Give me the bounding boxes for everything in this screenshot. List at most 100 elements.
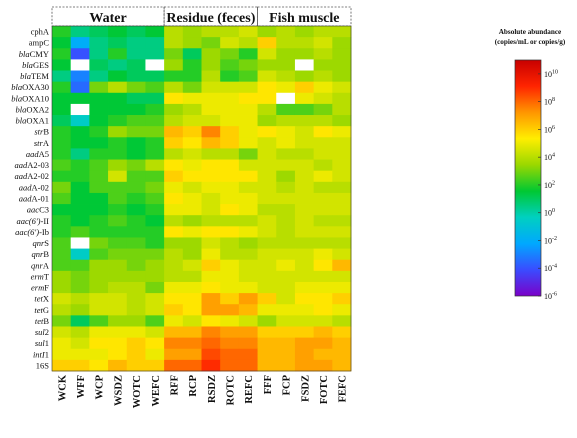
heatmap-cell (220, 337, 240, 350)
heatmap-cell (332, 92, 352, 105)
heatmap-cell (332, 204, 352, 216)
row-label-aac-6-ii: aac(6')-II (16, 216, 49, 226)
heatmap-cell (332, 181, 352, 194)
row-label-suffix: OXA1 (26, 116, 49, 126)
heatmap-cell (164, 181, 184, 194)
row-label-blaoxa1: blaOXA1 (15, 116, 49, 126)
heatmap-cell (164, 70, 184, 83)
row-label-blaoxa30: blaOXA30 (11, 82, 49, 92)
heatmap-cell (238, 315, 258, 327)
heatmap-cell (238, 37, 258, 49)
heatmap-cell (238, 359, 258, 372)
row-label-suffix: GES (33, 60, 49, 70)
heatmap-cell (313, 103, 333, 116)
heatmap-cell (238, 81, 258, 94)
heatmap-cell (145, 315, 165, 327)
heatmap-cell (238, 115, 258, 127)
row-label-prefix: qnr (32, 238, 45, 248)
heatmap-cell (313, 315, 333, 327)
column-labels: WCK WFF WCP WSDZ WOTC WEFC RFF RCP RSDZ ROTC REFC F… (57, 374, 348, 408)
colorbar-gradient (514, 59, 542, 297)
colorbar-tick-label: 102 (544, 180, 555, 190)
heatmap-cell (257, 326, 277, 339)
heatmap-cell (164, 48, 184, 60)
heatmap-cell (257, 48, 277, 60)
heatmap-cell (276, 293, 296, 305)
heatmap-cell (145, 326, 165, 339)
heatmap-cell (52, 315, 72, 327)
heatmap-cell (276, 215, 296, 227)
heatmap-cell (108, 92, 128, 105)
heatmap-cell (332, 103, 352, 116)
heatmap-cell (201, 270, 221, 283)
heatmap-cell (220, 37, 240, 49)
heatmap-cell (238, 126, 258, 138)
row-label-cpha: cphA (31, 27, 50, 37)
row-label-suffix: B (43, 249, 49, 259)
heatmap-cell (89, 181, 109, 194)
heatmap-cell (313, 59, 333, 71)
heatmap-cell (238, 281, 258, 294)
heatmap-cell (52, 215, 72, 227)
heatmap-cell (182, 126, 202, 138)
heatmap-cell (276, 115, 296, 127)
heatmap-cell (238, 170, 258, 183)
heatmap-cell (164, 204, 184, 216)
heatmap-cell (182, 237, 202, 249)
colorbar-tick-label: 10-2 (544, 236, 557, 246)
heatmap-cell (145, 248, 165, 261)
row-label-16s: 16S (36, 360, 50, 370)
heatmap-cell (126, 170, 146, 183)
heatmap-cell (89, 81, 109, 94)
heatmap-cell (313, 226, 333, 238)
heatmap-cell (257, 181, 277, 194)
heatmap-cell (126, 70, 146, 83)
heatmap-cell (201, 192, 221, 205)
heatmap-cell (164, 92, 184, 105)
heatmap-cell (220, 159, 240, 172)
heatmap-cell (126, 126, 146, 138)
heatmap-cell (108, 37, 128, 49)
heatmap-cell (70, 81, 90, 94)
heatmap-cell (89, 326, 109, 339)
heatmap-cell (52, 337, 72, 350)
heatmap-cell (126, 192, 146, 205)
heatmap-cell (182, 348, 202, 361)
colorbar-tick-exponent: 8 (552, 97, 555, 103)
heatmap-cell (126, 148, 146, 160)
heatmap-cell (201, 359, 221, 372)
row-label-suffix: CMY (30, 49, 49, 59)
heatmap-cell (182, 204, 202, 216)
heatmap-cell (257, 137, 277, 149)
heatmap-cell (332, 170, 352, 183)
heatmap-cell (70, 226, 90, 238)
colorbar-tick-label: 104 (544, 153, 555, 163)
heatmap-cell (108, 293, 128, 305)
heatmap-cell (70, 137, 90, 149)
column-label-refc: REFC (244, 375, 255, 404)
heatmap-cell (332, 293, 352, 305)
heatmap-cell (108, 270, 128, 283)
heatmap-cell (126, 326, 146, 339)
heatmap-cell (201, 215, 221, 227)
heatmap-cell (52, 70, 72, 83)
colorbar-tick-base: 10 (544, 236, 552, 245)
heatmap-cell (276, 170, 296, 183)
column-label-fefc: FEFC (338, 375, 349, 402)
heatmap-cell (126, 26, 146, 38)
heatmap-cell (52, 259, 72, 272)
column-label-fff: FFF (263, 375, 274, 394)
heatmap-cell (70, 115, 90, 127)
heatmap-cell (164, 103, 184, 116)
heatmap-cell (294, 304, 315, 316)
heatmap-cell (126, 204, 146, 216)
heatmap-cell (313, 348, 333, 361)
heatmap-cell (332, 226, 352, 238)
heatmap-cell (164, 326, 184, 339)
heatmap-cell (52, 181, 72, 194)
heatmap-cell (220, 204, 240, 216)
row-label-blages: blaGES (22, 60, 49, 70)
heatmap-cells (51, 25, 352, 372)
heatmap-cell (220, 26, 240, 38)
heatmap-cell (70, 304, 90, 316)
